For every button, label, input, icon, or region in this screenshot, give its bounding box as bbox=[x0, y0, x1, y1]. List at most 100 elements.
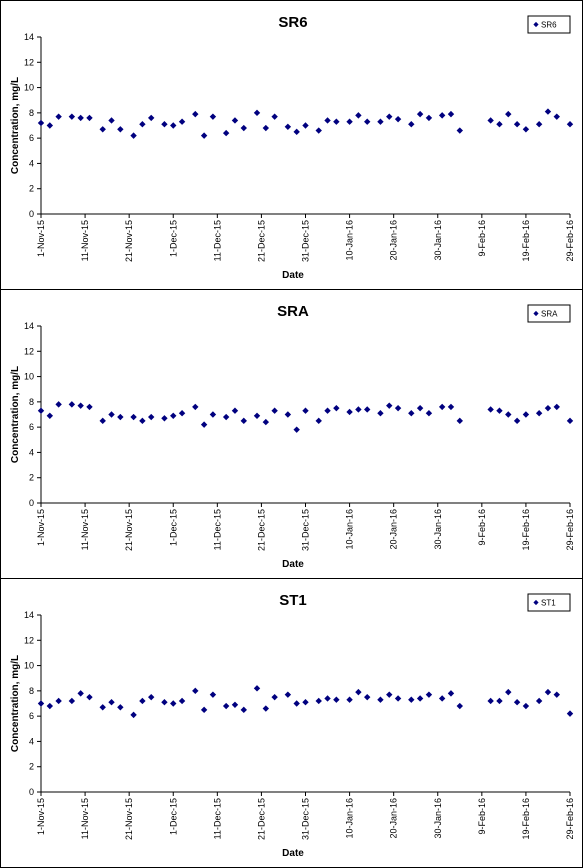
data-point bbox=[209, 113, 217, 120]
x-tick-label: 9-Feb-16 bbox=[477, 798, 487, 835]
x-tick-label: 9-Feb-16 bbox=[477, 220, 487, 257]
data-point bbox=[253, 685, 261, 692]
x-tick-label: 19-Feb-16 bbox=[521, 220, 531, 262]
y-tick-label: 8 bbox=[29, 686, 34, 696]
data-point bbox=[178, 697, 186, 705]
data-point bbox=[240, 417, 247, 425]
data-point bbox=[553, 691, 560, 698]
data-point bbox=[394, 404, 402, 412]
data-point bbox=[192, 687, 199, 695]
data-point bbox=[262, 705, 270, 712]
x-tick-label: 20-Jan-16 bbox=[389, 509, 399, 550]
data-point bbox=[544, 688, 552, 696]
data-point bbox=[271, 693, 278, 701]
data-point bbox=[68, 113, 76, 120]
legend-label: SRA bbox=[541, 310, 558, 319]
y-tick-label: 0 bbox=[29, 787, 34, 797]
data-point bbox=[425, 114, 433, 122]
y-tick-label: 6 bbox=[29, 711, 34, 721]
data-point bbox=[364, 118, 371, 125]
x-axis-label: Date bbox=[282, 559, 304, 570]
data-point bbox=[513, 417, 521, 425]
data-point bbox=[425, 691, 433, 698]
data-point bbox=[46, 122, 54, 129]
x-tick-label: 29-Feb-16 bbox=[565, 509, 575, 551]
data-point bbox=[447, 403, 455, 411]
legend-box bbox=[527, 593, 571, 612]
data-point bbox=[346, 118, 353, 125]
data-point bbox=[170, 700, 177, 707]
chart-sra: SRA 0 2 4 6 8 10 12 14 1-Nov-15 11-Nov-15 21-Nov-15… bbox=[10, 303, 575, 570]
y-tick-label: 2 bbox=[29, 762, 34, 772]
data-point bbox=[386, 113, 393, 120]
data-point bbox=[253, 412, 261, 419]
data-point bbox=[566, 417, 574, 425]
data-point bbox=[535, 697, 543, 705]
x-tick-label: 19-Feb-16 bbox=[521, 509, 531, 551]
x-tick-label: 21-Nov-15 bbox=[124, 220, 134, 262]
data-point bbox=[130, 711, 137, 719]
data-point bbox=[522, 702, 530, 710]
data-point bbox=[324, 407, 331, 414]
x-tick-label: 11-Nov-15 bbox=[80, 509, 90, 550]
data-point bbox=[505, 110, 512, 118]
x-tick-label: 21-Dec-15 bbox=[256, 798, 266, 840]
data-point bbox=[513, 699, 521, 706]
x-tick-label: 1-Dec-15 bbox=[168, 509, 178, 546]
data-point bbox=[456, 417, 463, 425]
data-point bbox=[302, 699, 309, 706]
data-point bbox=[55, 401, 62, 408]
data-point bbox=[456, 127, 463, 134]
y-tick-label: 4 bbox=[29, 447, 34, 457]
x-tick-label: 21-Dec-15 bbox=[256, 509, 266, 551]
x-tick-label: 11-Dec-15 bbox=[212, 220, 222, 261]
chart-title: ST1 bbox=[279, 592, 307, 609]
data-point bbox=[77, 690, 84, 697]
data-point bbox=[139, 697, 146, 705]
legend-label: ST1 bbox=[541, 599, 556, 608]
y-axis-label: Concentration, mg/L bbox=[10, 655, 21, 752]
data-point bbox=[364, 693, 371, 701]
data-point bbox=[284, 411, 292, 418]
x-tick-label: 20-Jan-16 bbox=[389, 220, 399, 261]
data-point bbox=[55, 113, 62, 120]
data-point bbox=[231, 701, 239, 708]
data-point bbox=[200, 706, 208, 714]
x-tick-label: 11-Dec-15 bbox=[212, 798, 222, 839]
y-tick-label: 8 bbox=[29, 108, 34, 118]
data-point bbox=[438, 112, 446, 119]
data-point bbox=[37, 700, 45, 707]
y-tick-label: 10 bbox=[24, 661, 34, 671]
y-tick-label: 6 bbox=[29, 422, 34, 432]
data-point bbox=[496, 121, 503, 128]
data-point bbox=[200, 421, 208, 428]
data-point bbox=[117, 413, 124, 421]
data-point bbox=[192, 403, 199, 411]
data-point bbox=[284, 123, 292, 130]
legend-label: SR6 bbox=[541, 21, 557, 30]
y-tick-label: 2 bbox=[29, 473, 34, 483]
x-tick-label: 9-Feb-16 bbox=[477, 509, 487, 546]
x-tick-label: 31-Dec-15 bbox=[301, 509, 311, 551]
y-axis-label: Concentration, mg/L bbox=[10, 77, 21, 174]
data-point bbox=[522, 411, 530, 418]
data-point bbox=[161, 699, 168, 706]
data-point bbox=[117, 126, 124, 133]
data-point bbox=[544, 404, 552, 412]
data-point bbox=[456, 702, 463, 710]
data-point bbox=[68, 401, 76, 408]
data-point bbox=[293, 128, 300, 136]
data-point bbox=[222, 702, 230, 710]
x-tick-label: 30-Jan-16 bbox=[433, 509, 443, 550]
data-point bbox=[86, 114, 93, 122]
data-point bbox=[324, 117, 331, 124]
y-tick-label: 4 bbox=[29, 158, 34, 168]
data-point bbox=[553, 113, 560, 120]
y-tick-label: 0 bbox=[29, 498, 34, 508]
data-point bbox=[55, 697, 62, 705]
y-tick-label: 6 bbox=[29, 133, 34, 143]
y-tick-label: 14 bbox=[24, 610, 34, 620]
data-point bbox=[302, 122, 309, 129]
data-point bbox=[394, 695, 402, 702]
x-tick-label: 1-Nov-15 bbox=[36, 220, 46, 257]
